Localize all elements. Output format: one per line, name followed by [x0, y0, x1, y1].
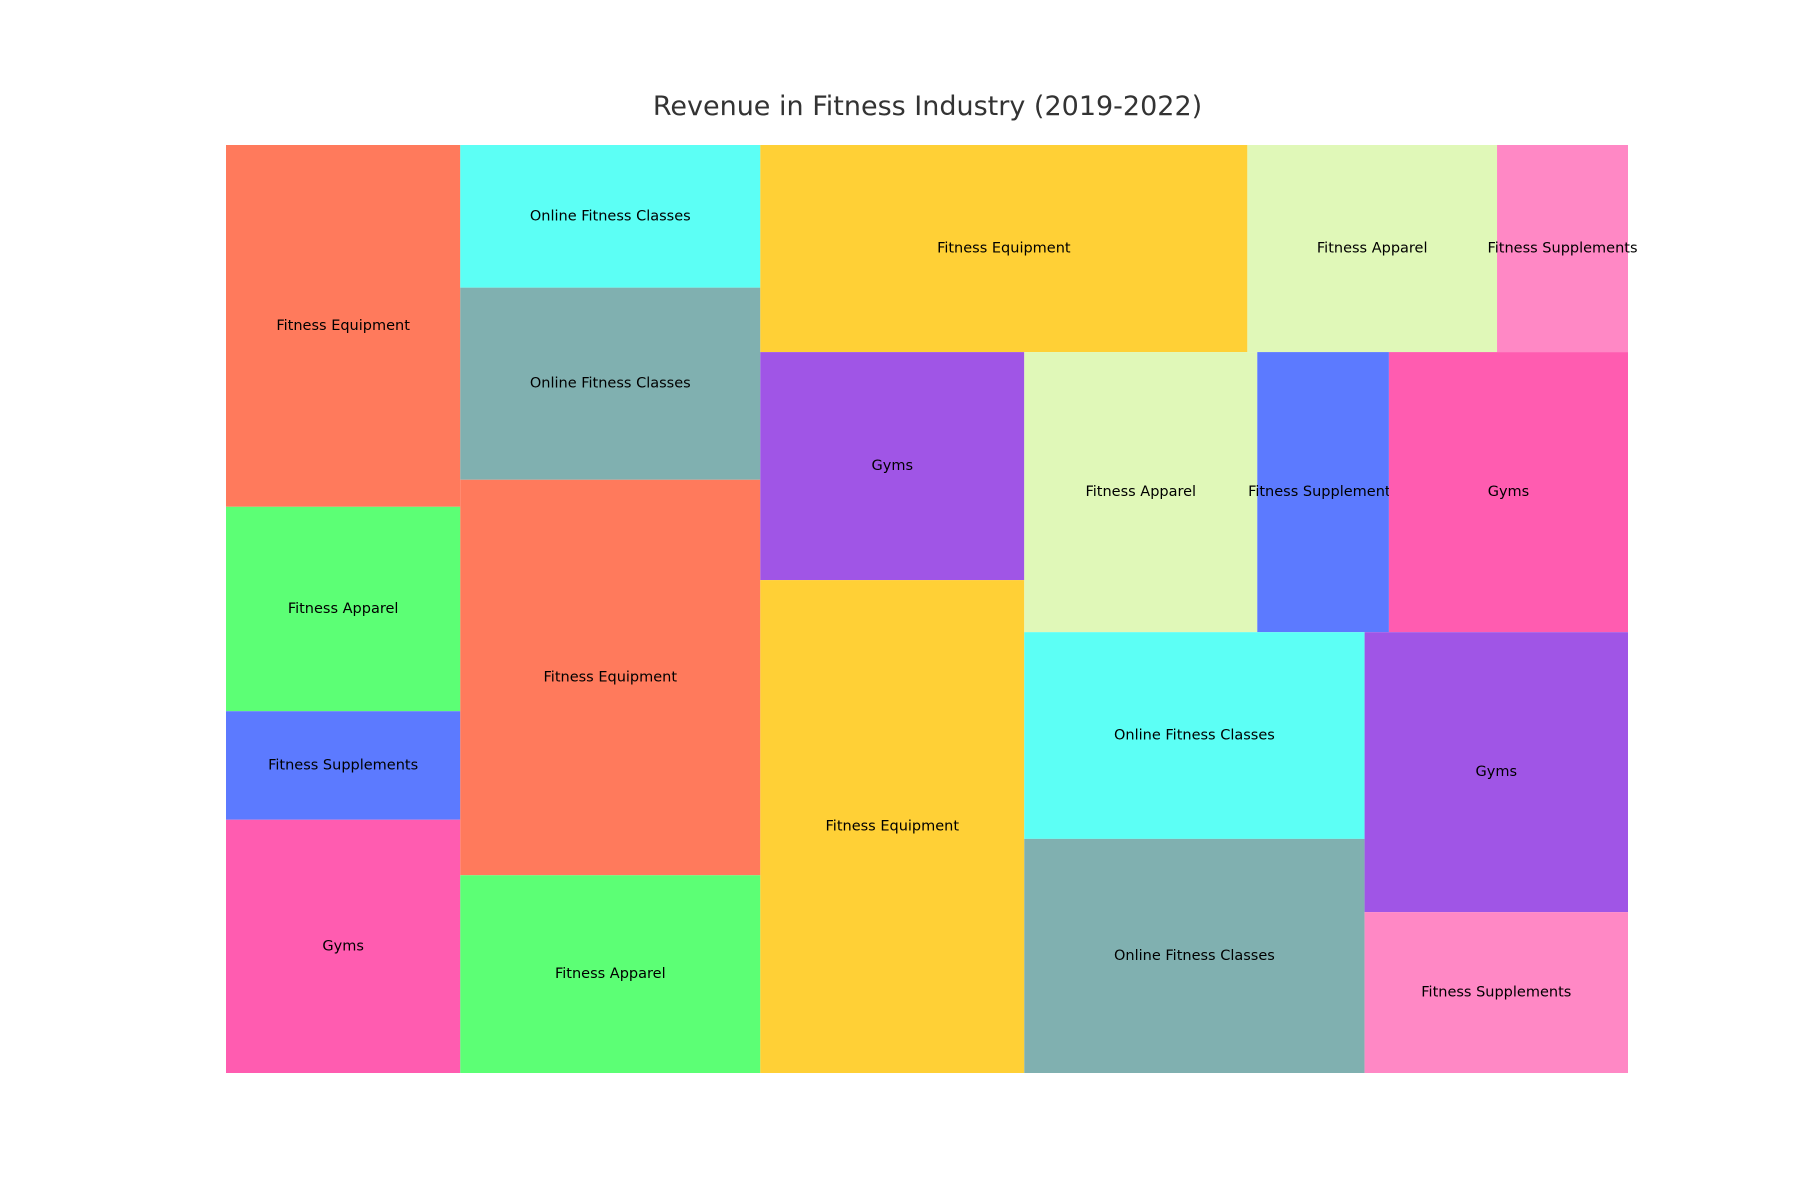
treemap-tile: Fitness Equipment: [460, 479, 761, 876]
treemap-tile-rect: [1257, 352, 1389, 633]
treemap-tile: Fitness Supplements: [1248, 352, 1398, 633]
treemap-tile: Fitness Apparel: [1024, 352, 1258, 633]
treemap-tile-rect: [460, 287, 761, 480]
treemap-tile-label: Fitness Equipment: [826, 819, 960, 835]
treemap-tile-rect: [226, 819, 461, 1073]
treemap-tile: Online Fitness Classes: [1024, 838, 1365, 1073]
treemap-tile-label: Fitness Supplements: [268, 757, 418, 773]
treemap-tile-rect: [460, 479, 761, 876]
chart-title: Revenue in Fitness Industry (2019-2022): [652, 91, 1203, 122]
treemap-tile: Online Fitness Classes: [460, 145, 761, 288]
treemap-tile-rect: [1364, 632, 1628, 913]
treemap-tile: Fitness Supplements: [1364, 912, 1628, 1073]
treemap-tile-label: Fitness Supplements: [1487, 241, 1637, 257]
treemap-tile-label: Fitness Equipment: [544, 670, 678, 686]
treemap-tile-label: Fitness Equipment: [276, 318, 410, 334]
treemap-tile: Gyms: [760, 352, 1025, 581]
treemap-tile-rect: [460, 875, 761, 1073]
treemap-tile-rect: [1024, 632, 1365, 839]
treemap-tile-rect: [226, 711, 461, 820]
treemap-tile-label: Online Fitness Classes: [1114, 948, 1275, 964]
treemap-tile-rect: [1364, 912, 1628, 1073]
treemap-tile-label: Online Fitness Classes: [530, 376, 691, 392]
treemap-tile-rect: [1497, 145, 1628, 353]
treemap-tile: Fitness Apparel: [226, 506, 461, 712]
treemap-tile-label: Gyms: [322, 938, 364, 954]
treemap-tile-label: Gyms: [1488, 484, 1530, 500]
treemap-tile: Gyms: [226, 819, 461, 1073]
treemap-tile-rect: [760, 145, 1248, 353]
treemap-tile-label: Fitness Apparel: [1085, 484, 1196, 500]
treemap-tile: Gyms: [1388, 352, 1628, 633]
treemap-tile-rect: [760, 580, 1025, 1073]
treemap-tile: Fitness Supplements: [226, 711, 461, 820]
treemap-tile-rect: [760, 352, 1025, 581]
treemap-tile-label: Online Fitness Classes: [530, 208, 691, 224]
treemap-tile: Fitness Apparel: [1247, 145, 1498, 353]
treemap-tile-label: Fitness Apparel: [288, 601, 399, 617]
treemap-tile: Fitness Equipment: [226, 145, 461, 507]
treemap-tile-rect: [226, 506, 461, 712]
treemap-tile-rect: [1388, 352, 1628, 633]
treemap-tile-rect: [1024, 352, 1258, 633]
treemap-tile-label: Fitness Supplements: [1421, 985, 1571, 1001]
treemap-tile-rect: [226, 145, 461, 507]
treemap-tile: Fitness Equipment: [760, 145, 1248, 353]
treemap-tile: Online Fitness Classes: [1024, 632, 1365, 839]
treemap-tile-rect: [1024, 838, 1365, 1073]
treemap-tile-label: Fitness Apparel: [1317, 241, 1428, 257]
treemap-tile-rect: [460, 145, 761, 288]
treemap-tile-rect: [1247, 145, 1498, 353]
treemap-tile-label: Gyms: [1476, 764, 1518, 780]
treemap-tile: Online Fitness Classes: [460, 287, 761, 480]
treemap-tile: Gyms: [1364, 632, 1628, 913]
treemap-tile: Fitness Equipment: [760, 580, 1025, 1073]
treemap-tile: Fitness Apparel: [460, 875, 761, 1073]
treemap-tile-label: Fitness Apparel: [555, 966, 666, 982]
treemap-tile-label: Fitness Supplements: [1248, 484, 1398, 500]
treemap-tile-label: Fitness Equipment: [937, 241, 1071, 257]
treemap-tile: Fitness Supplements: [1487, 145, 1638, 353]
treemap-tile-label: Online Fitness Classes: [1114, 728, 1275, 744]
treemap-tile-label: Gyms: [872, 458, 914, 474]
